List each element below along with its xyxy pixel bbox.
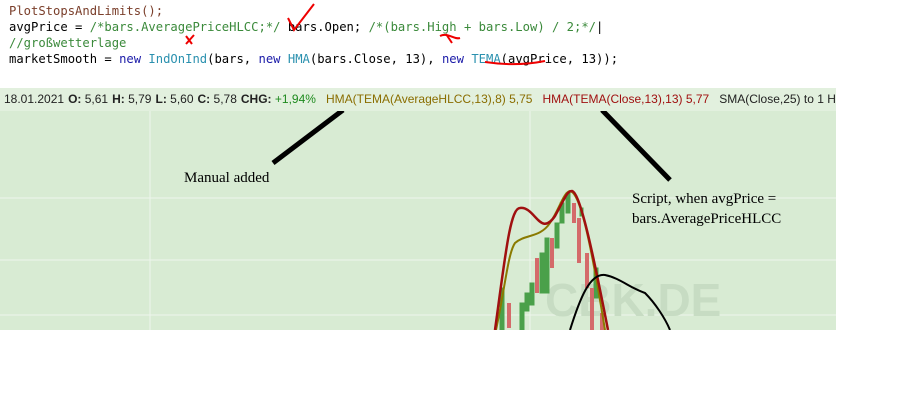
- indicator-hma-averagehlcc[interactable]: HMA(TEMA(AverageHLCC,13),8) 5,75: [325, 92, 533, 106]
- code-line-3: //großwetterlage: [9, 36, 127, 50]
- cross-mark-icon: [185, 34, 195, 45]
- code-line-2: avgPrice = /*bars.AveragePriceHLCC;*/ ba…: [9, 20, 604, 34]
- code-line-1: PlotStopsAndLimits();: [9, 4, 164, 18]
- annotation-script-2: bars.AveragePriceHLCC: [632, 211, 782, 227]
- hma-close-line: [493, 189, 610, 330]
- arrow-stroke-script: [600, 108, 672, 182]
- indicator-hma-close[interactable]: HMA(TEMA(Close,13),13) 5,77: [542, 92, 710, 106]
- arrow-stroke-manual: [271, 108, 345, 165]
- cross-mark-icon: [439, 33, 461, 44]
- chart-canvas: CBK.DE: [0, 88, 836, 330]
- underline-mark: [484, 60, 546, 66]
- sma-hand-line: [569, 273, 671, 330]
- code-line-4: marketSmooth = new IndOnInd(bars, new HM…: [9, 52, 619, 66]
- code-editor[interactable]: PlotStopsAndLimits(); avgPrice = /*bars.…: [9, 3, 618, 67]
- annotation-manual: Manual added: [184, 170, 270, 186]
- indicator-sma[interactable]: SMA(Close,25) to 1 Hour 5,40: [719, 92, 836, 106]
- chart-legend-bar: 18.01.2021 O: 5,61 H: 5,79 L: 5,60 C: 5,78 CH…: [0, 88, 836, 111]
- check-mark-icon: [287, 3, 315, 32]
- annotation-script-1: Script, when avgPrice =: [632, 191, 777, 207]
- handwritten-marks: [185, 3, 546, 66]
- watermark: CBK.DE: [545, 274, 721, 326]
- price-chart[interactable]: CBK.DE 18.01.2021 O: 5,61 H: 5,79 L: 5,60 C:…: [0, 88, 836, 330]
